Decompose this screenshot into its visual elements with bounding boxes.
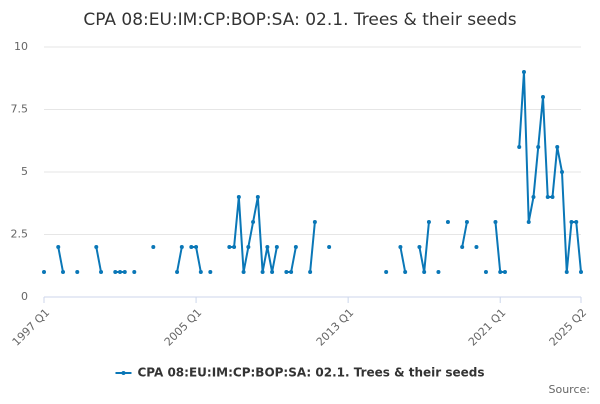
data-point: [255, 195, 260, 199]
data-point: [517, 145, 522, 149]
data-point: [483, 270, 488, 274]
data-point: [521, 70, 526, 74]
data-point: [569, 220, 574, 224]
x-tick-label: 2013 Q1: [314, 306, 357, 349]
data-point: [61, 270, 66, 274]
data-point: [474, 245, 479, 249]
data-point: [122, 270, 127, 274]
data-point: [284, 270, 289, 274]
data-point: [422, 270, 427, 274]
data-point: [384, 270, 389, 274]
data-point: [460, 245, 465, 249]
y-tick-label: 0: [21, 290, 28, 303]
data-point: [198, 270, 203, 274]
data-point: [265, 245, 270, 249]
y-tick-label: 10: [14, 40, 28, 53]
data-point: [493, 220, 498, 224]
data-point: [151, 245, 156, 249]
data-point: [574, 220, 579, 224]
y-tick-label: 2.5: [11, 228, 29, 241]
data-point: [564, 270, 569, 274]
data-point: [559, 170, 564, 174]
y-tick-label: 7.5: [11, 103, 29, 116]
data-point: [417, 245, 422, 249]
data-point: [260, 270, 265, 274]
data-point: [531, 195, 536, 199]
legend-label: CPA 08:EU:IM:CP:BOP:SA: 02.1. Trees & th…: [137, 366, 484, 380]
data-point: [436, 270, 441, 274]
data-point: [270, 270, 275, 274]
x-tick-label: 2025 Q2: [547, 306, 590, 349]
data-point: [445, 220, 450, 224]
data-point: [426, 220, 431, 224]
data-point: [251, 220, 256, 224]
chart-title: CPA 08:EU:IM:CP:BOP:SA: 02.1. Trees & th…: [83, 10, 516, 30]
data-point: [526, 220, 531, 224]
data-point: [236, 195, 241, 199]
source: Source:: [549, 383, 591, 396]
data-point: [241, 270, 246, 274]
data-point: [246, 245, 251, 249]
data-point: [175, 270, 180, 274]
data-point: [464, 220, 469, 224]
data-point: [208, 270, 213, 274]
data-point: [179, 245, 184, 249]
data-point: [550, 195, 555, 199]
x-tick-label: 1997 Q1: [10, 306, 53, 349]
data-point: [579, 270, 583, 274]
data-point: [75, 270, 80, 274]
data-point: [555, 145, 560, 149]
data-point: [118, 270, 123, 274]
data-point: [403, 270, 408, 274]
data-point: [113, 270, 118, 274]
data-point: [308, 270, 313, 274]
data-point: [189, 245, 194, 249]
data-point: [289, 270, 294, 274]
data-point: [42, 270, 46, 274]
data-point: [194, 245, 199, 249]
data-point: [502, 270, 507, 274]
x-tick-label: 2021 Q1: [466, 306, 509, 349]
data-point: [536, 145, 541, 149]
data-point: [99, 270, 104, 274]
data-point: [398, 245, 403, 249]
data-point: [274, 245, 279, 249]
data-point: [327, 245, 332, 249]
data-point: [94, 245, 99, 249]
data-point: [132, 270, 137, 274]
data-point: [293, 245, 298, 249]
data-point: [498, 270, 503, 274]
legend-marker: [121, 371, 126, 375]
data-point: [56, 245, 61, 249]
data-point: [227, 245, 232, 249]
data-point: [232, 245, 237, 249]
y-tick-label: 5: [21, 165, 28, 178]
data-point: [540, 95, 545, 99]
data-point: [545, 195, 550, 199]
data-point: [312, 220, 317, 224]
x-tick-label: 2005 Q1: [162, 306, 205, 349]
